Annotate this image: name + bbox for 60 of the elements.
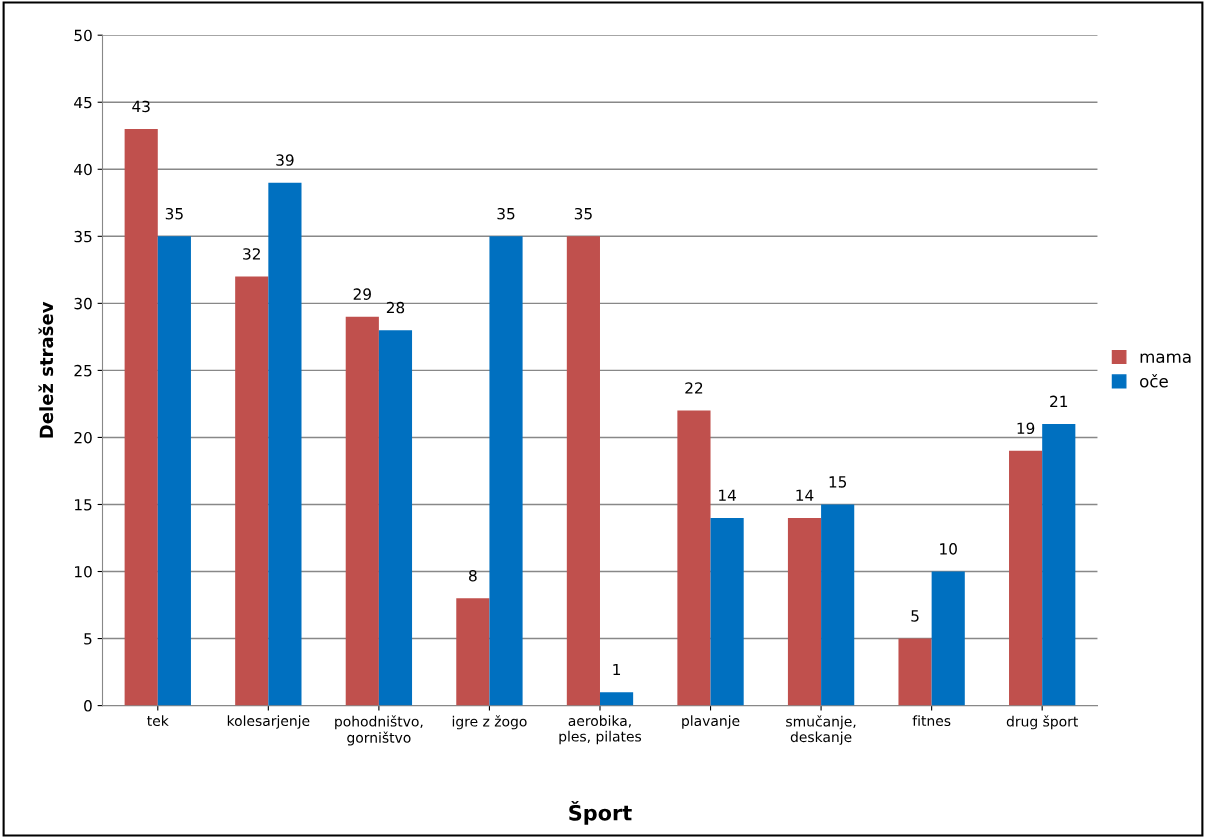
- y-tick-label: 35: [74, 230, 92, 243]
- data-label: 29: [353, 288, 371, 300]
- y-axis-title: Delež strašev: [38, 301, 54, 438]
- bar: [898, 638, 932, 706]
- y-tick-label: 45: [74, 96, 92, 109]
- bar: [124, 129, 158, 706]
- data-label: 8: [469, 569, 477, 582]
- x-tick-label: kolesarjenje: [227, 715, 310, 729]
- bar: [268, 182, 302, 706]
- y-tick-label: 0: [84, 700, 92, 712]
- bar: [599, 692, 634, 706]
- legend-label: mama: [1140, 353, 1191, 363]
- y-tick-label: 30: [74, 297, 92, 310]
- data-label: 1: [613, 663, 621, 676]
- x-tick-label: smučanje, deskanje: [786, 715, 856, 745]
- x-tick-label: pohodništvo, gorništvo: [335, 715, 423, 746]
- bar: [1042, 424, 1076, 706]
- y-tick-label: 40: [74, 163, 92, 176]
- x-tick-label: drug šport: [1006, 715, 1078, 730]
- bar: [566, 236, 600, 706]
- bar: [235, 276, 269, 706]
- data-label: 22: [685, 382, 703, 394]
- bar: [710, 517, 744, 706]
- y-tick-label: 25: [74, 364, 92, 377]
- bar: [1009, 450, 1043, 706]
- x-axis-title: Šport: [569, 801, 632, 825]
- y-tick-label: 50: [74, 29, 92, 42]
- x-tick-label: fitnes: [912, 715, 951, 727]
- data-label: 5: [911, 610, 919, 622]
- bar: [787, 517, 822, 706]
- data-label: 10: [940, 543, 957, 555]
- data-label: 35: [574, 207, 592, 220]
- data-label: 35: [497, 207, 515, 220]
- data-label: 28: [386, 301, 405, 314]
- data-label: 21: [1050, 395, 1068, 407]
- bar: [378, 330, 413, 706]
- data-label: 32: [243, 248, 260, 260]
- x-tick-label: tek: [147, 715, 169, 727]
- bar: [677, 410, 711, 706]
- bar: [489, 236, 523, 706]
- x-tick-label: igre z žogo: [452, 715, 527, 730]
- data-label: 39: [276, 154, 294, 166]
- y-tick-label: 15: [75, 499, 92, 511]
- y-tick-label: 10: [75, 565, 92, 578]
- bar: [157, 236, 191, 706]
- bar: [931, 571, 965, 706]
- data-label: 43: [132, 100, 150, 113]
- x-tick-label: aerobika, ples, pilates: [559, 715, 642, 745]
- legend-label: oče: [1140, 373, 1168, 388]
- bar: [345, 316, 379, 706]
- data-label: 15: [829, 476, 847, 488]
- data-label: 35: [165, 207, 183, 220]
- data-label: 19: [1017, 422, 1035, 434]
- bar: [821, 504, 855, 706]
- y-tick-label: 20: [74, 431, 92, 444]
- data-label: 14: [796, 489, 814, 501]
- y-tick-label: 5: [84, 633, 92, 645]
- data-label: 14: [719, 489, 736, 501]
- bar: [456, 598, 490, 706]
- x-tick-label: plavanje: [682, 715, 740, 729]
